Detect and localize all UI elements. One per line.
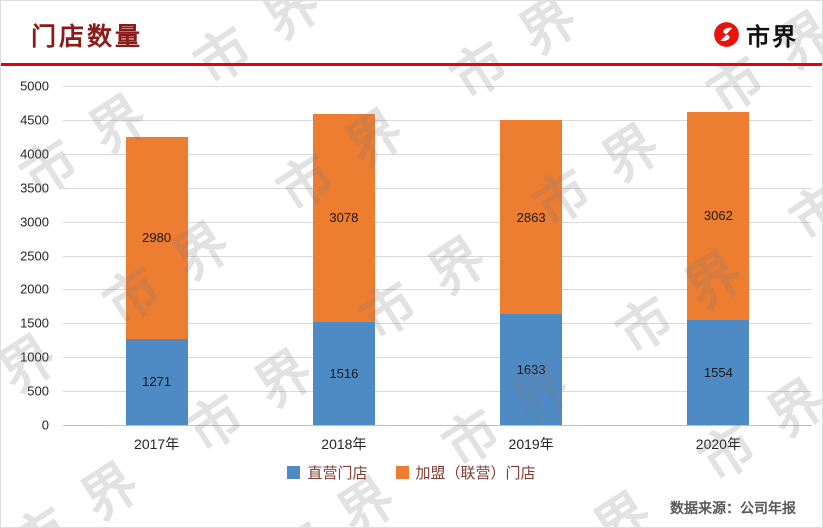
bar-value-label: 1271: [142, 374, 172, 390]
y-tick-label: 3500: [20, 180, 49, 196]
legend-label: 直营门店: [307, 465, 368, 482]
gridline: [63, 323, 812, 325]
gridline: [63, 119, 812, 121]
gridline: [63, 221, 812, 223]
bar-segment: 2980: [125, 136, 188, 339]
bar-value-label: 3078: [329, 210, 359, 226]
y-tick-label: 1000: [20, 349, 49, 365]
y-tick-label: 2000: [20, 281, 49, 297]
legend-item: 加盟（联营）门店: [395, 462, 536, 483]
bar-segment: 3062: [687, 112, 750, 320]
header-divider: [1, 63, 822, 66]
bar-segment: 1633: [500, 314, 563, 425]
brand-logo: 市界: [713, 17, 798, 52]
y-tick-label: 4500: [20, 112, 49, 128]
bar-segment: 3078: [312, 113, 375, 323]
legend-swatch: [395, 466, 409, 479]
y-tick-label: 1500: [20, 315, 49, 331]
x-tick-label: 2020年: [695, 436, 741, 452]
y-tick-label: 3000: [20, 214, 49, 230]
y-tick-label: 2500: [20, 248, 49, 263]
brand-logo-text: 市界: [746, 24, 798, 51]
brand-logo-icon: [713, 21, 740, 48]
legend-item: 直营门店: [287, 462, 368, 483]
x-tick-label: 2017年: [134, 436, 180, 452]
bar-value-label: 1554: [703, 364, 733, 380]
plot-area: 1271 2980 1516 3078 1633 2863 1554 3062: [63, 86, 812, 426]
bar-segment: 2863: [500, 120, 563, 315]
bar-value-label: 1516: [329, 366, 359, 382]
gridline: [63, 391, 812, 393]
x-tick-label: 2019年: [508, 436, 554, 452]
gridline: [63, 255, 812, 257]
y-axis-labels: 0 500 1000 1500 2000 2500 3000 3500 4000 4500 5000: [1, 79, 55, 433]
bar-segment: 1516: [312, 322, 375, 425]
gridline: [63, 289, 812, 291]
legend: 直营门店 加盟（联营）门店: [1, 462, 822, 483]
legend-label: 加盟（联营）门店: [415, 465, 536, 482]
gridline: [63, 86, 812, 87]
bar-value-label: 3062: [703, 208, 733, 224]
bar-value-label: 2863: [516, 209, 546, 225]
bar-segment: 1271: [125, 338, 188, 425]
bar-value-label: 1633: [516, 362, 546, 378]
y-tick-label: 4000: [20, 146, 49, 162]
data-source: 数据来源：公司年报: [670, 500, 796, 516]
gridline: [63, 187, 812, 189]
x-tick-label: 2018年: [321, 436, 367, 452]
bar-value-label: 2980: [142, 230, 172, 246]
legend-swatch: [287, 466, 301, 479]
bar-segment: 1554: [687, 319, 750, 425]
y-tick-label: 5000: [20, 78, 49, 94]
gridline: [63, 357, 812, 359]
gridline: [63, 153, 812, 155]
y-tick-label: 0: [41, 417, 49, 433]
x-axis-labels: 2017年 2018年 2019年 2020年: [63, 434, 812, 454]
page-title: 门店数量: [31, 23, 144, 51]
y-tick-label: 500: [27, 383, 49, 399]
